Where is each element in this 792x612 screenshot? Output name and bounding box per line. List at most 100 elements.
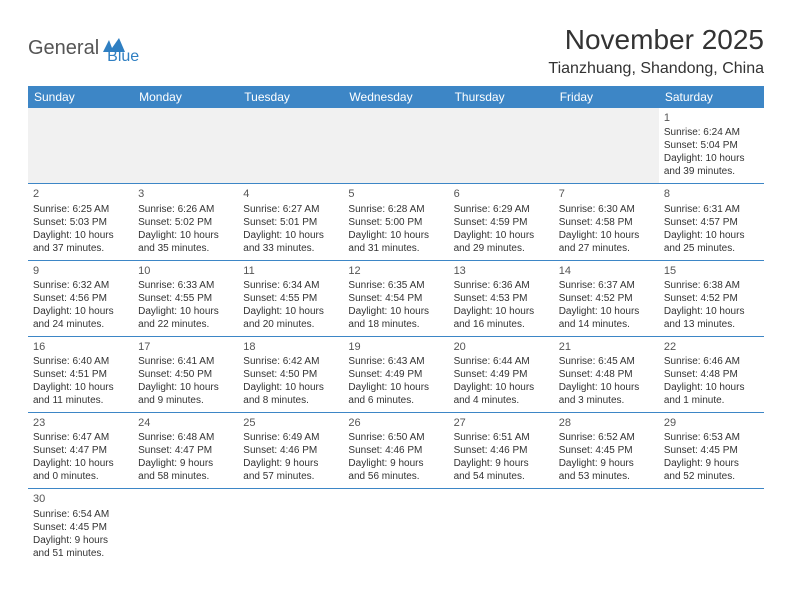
daylight2-text: and 18 minutes. xyxy=(348,318,443,331)
sunrise-text: Sunrise: 6:43 AM xyxy=(348,355,443,368)
calendar-cell: 21Sunrise: 6:45 AMSunset: 4:48 PMDayligh… xyxy=(554,336,659,412)
sunrise-text: Sunrise: 6:31 AM xyxy=(664,203,759,216)
calendar-cell: 18Sunrise: 6:42 AMSunset: 4:50 PMDayligh… xyxy=(238,336,343,412)
day-number: 12 xyxy=(348,264,443,278)
sunrise-text: Sunrise: 6:42 AM xyxy=(243,355,338,368)
day-number: 25 xyxy=(243,416,338,430)
sunrise-text: Sunrise: 6:26 AM xyxy=(138,203,233,216)
weekday-header: Sunday xyxy=(28,86,133,108)
calendar-cell: 11Sunrise: 6:34 AMSunset: 4:55 PMDayligh… xyxy=(238,260,343,336)
day-number: 9 xyxy=(33,264,128,278)
calendar-cell xyxy=(343,108,448,184)
sunset-text: Sunset: 4:55 PM xyxy=(243,292,338,305)
sunrise-text: Sunrise: 6:51 AM xyxy=(454,431,549,444)
sunrise-text: Sunrise: 6:41 AM xyxy=(138,355,233,368)
day-number: 1 xyxy=(664,111,759,125)
calendar-cell: 8Sunrise: 6:31 AMSunset: 4:57 PMDaylight… xyxy=(659,184,764,260)
sunset-text: Sunset: 4:49 PM xyxy=(348,368,443,381)
sunset-text: Sunset: 4:54 PM xyxy=(348,292,443,305)
daylight2-text: and 24 minutes. xyxy=(33,318,128,331)
calendar-cell: 9Sunrise: 6:32 AMSunset: 4:56 PMDaylight… xyxy=(28,260,133,336)
calendar-cell xyxy=(449,108,554,184)
sunset-text: Sunset: 4:47 PM xyxy=(33,444,128,457)
weekday-header: Tuesday xyxy=(238,86,343,108)
weekday-header: Monday xyxy=(133,86,238,108)
daylight2-text: and 6 minutes. xyxy=(348,394,443,407)
sunset-text: Sunset: 4:53 PM xyxy=(454,292,549,305)
daylight1-text: Daylight: 10 hours xyxy=(559,305,654,318)
calendar-table: Sunday Monday Tuesday Wednesday Thursday… xyxy=(28,86,764,565)
sunrise-text: Sunrise: 6:49 AM xyxy=(243,431,338,444)
daylight1-text: Daylight: 10 hours xyxy=(348,381,443,394)
sunrise-text: Sunrise: 6:40 AM xyxy=(33,355,128,368)
sunrise-text: Sunrise: 6:30 AM xyxy=(559,203,654,216)
calendar-cell: 19Sunrise: 6:43 AMSunset: 4:49 PMDayligh… xyxy=(343,336,448,412)
sunrise-text: Sunrise: 6:45 AM xyxy=(559,355,654,368)
day-number: 16 xyxy=(33,340,128,354)
day-number: 4 xyxy=(243,187,338,201)
daylight1-text: Daylight: 10 hours xyxy=(559,229,654,242)
day-number: 6 xyxy=(454,187,549,201)
sunset-text: Sunset: 4:52 PM xyxy=(664,292,759,305)
sunset-text: Sunset: 4:48 PM xyxy=(664,368,759,381)
sunset-text: Sunset: 5:01 PM xyxy=(243,216,338,229)
daylight2-text: and 58 minutes. xyxy=(138,470,233,483)
calendar-cell: 5Sunrise: 6:28 AMSunset: 5:00 PMDaylight… xyxy=(343,184,448,260)
day-number: 14 xyxy=(559,264,654,278)
calendar-cell: 7Sunrise: 6:30 AMSunset: 4:58 PMDaylight… xyxy=(554,184,659,260)
daylight2-text: and 56 minutes. xyxy=(348,470,443,483)
sunset-text: Sunset: 4:46 PM xyxy=(348,444,443,457)
calendar-cell: 22Sunrise: 6:46 AMSunset: 4:48 PMDayligh… xyxy=(659,336,764,412)
sunrise-text: Sunrise: 6:44 AM xyxy=(454,355,549,368)
calendar-cell xyxy=(238,489,343,565)
calendar-cell: 26Sunrise: 6:50 AMSunset: 4:46 PMDayligh… xyxy=(343,413,448,489)
daylight2-text: and 9 minutes. xyxy=(138,394,233,407)
daylight1-text: Daylight: 10 hours xyxy=(243,381,338,394)
daylight2-text: and 52 minutes. xyxy=(664,470,759,483)
location-label: Tianzhuang, Shandong, China xyxy=(548,60,764,78)
day-number: 15 xyxy=(664,264,759,278)
daylight1-text: Daylight: 10 hours xyxy=(348,229,443,242)
daylight2-text: and 27 minutes. xyxy=(559,242,654,255)
daylight1-text: Daylight: 10 hours xyxy=(33,229,128,242)
daylight1-text: Daylight: 10 hours xyxy=(664,381,759,394)
sunset-text: Sunset: 4:57 PM xyxy=(664,216,759,229)
sunset-text: Sunset: 4:55 PM xyxy=(138,292,233,305)
sunset-text: Sunset: 4:48 PM xyxy=(559,368,654,381)
daylight2-text: and 4 minutes. xyxy=(454,394,549,407)
calendar-row: 9Sunrise: 6:32 AMSunset: 4:56 PMDaylight… xyxy=(28,260,764,336)
daylight1-text: Daylight: 9 hours xyxy=(664,457,759,470)
day-number: 17 xyxy=(138,340,233,354)
daylight1-text: Daylight: 10 hours xyxy=(454,305,549,318)
weekday-header: Friday xyxy=(554,86,659,108)
daylight2-text: and 57 minutes. xyxy=(243,470,338,483)
daylight2-text: and 53 minutes. xyxy=(559,470,654,483)
daylight2-text: and 35 minutes. xyxy=(138,242,233,255)
day-number: 10 xyxy=(138,264,233,278)
calendar-row: 2Sunrise: 6:25 AMSunset: 5:03 PMDaylight… xyxy=(28,184,764,260)
sunset-text: Sunset: 4:51 PM xyxy=(33,368,128,381)
day-number: 22 xyxy=(664,340,759,354)
daylight1-text: Daylight: 9 hours xyxy=(243,457,338,470)
daylight1-text: Daylight: 10 hours xyxy=(454,229,549,242)
daylight2-text: and 16 minutes. xyxy=(454,318,549,331)
daylight1-text: Daylight: 9 hours xyxy=(348,457,443,470)
calendar-cell xyxy=(238,108,343,184)
daylight2-text: and 3 minutes. xyxy=(559,394,654,407)
calendar-cell: 16Sunrise: 6:40 AMSunset: 4:51 PMDayligh… xyxy=(28,336,133,412)
daylight1-text: Daylight: 10 hours xyxy=(138,229,233,242)
day-number: 2 xyxy=(33,187,128,201)
sunset-text: Sunset: 5:00 PM xyxy=(348,216,443,229)
daylight1-text: Daylight: 10 hours xyxy=(243,229,338,242)
daylight2-text: and 13 minutes. xyxy=(664,318,759,331)
daylight1-text: Daylight: 10 hours xyxy=(664,305,759,318)
calendar-cell xyxy=(554,489,659,565)
day-number: 30 xyxy=(33,492,128,506)
sunrise-text: Sunrise: 6:29 AM xyxy=(454,203,549,216)
sunset-text: Sunset: 5:03 PM xyxy=(33,216,128,229)
calendar-cell xyxy=(28,108,133,184)
page-title: November 2025 xyxy=(548,24,764,56)
daylight2-text: and 14 minutes. xyxy=(559,318,654,331)
daylight1-text: Daylight: 9 hours xyxy=(559,457,654,470)
calendar-cell: 2Sunrise: 6:25 AMSunset: 5:03 PMDaylight… xyxy=(28,184,133,260)
